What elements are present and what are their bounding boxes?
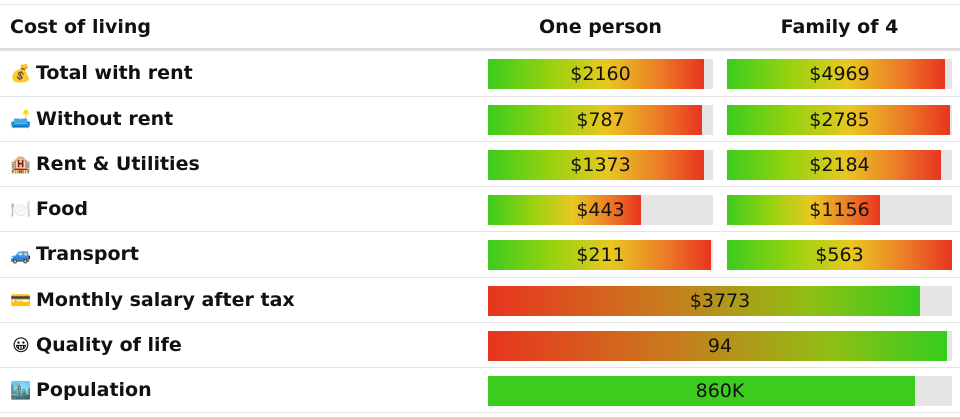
credit-card-icon: 💳 <box>10 291 32 311</box>
family-bar: $1156 <box>727 195 952 225</box>
bar-fill <box>488 331 948 361</box>
bar-value: $563 <box>815 244 864 266</box>
family-bar: $4969 <box>727 59 952 89</box>
one-person-bar: $787 <box>488 105 713 135</box>
bar-value: $2785 <box>809 109 870 131</box>
family-bar: $2785 <box>727 105 952 135</box>
table-row: 🏙️ Population 860K <box>0 367 960 412</box>
bar-fill <box>727 105 950 135</box>
bar-value: 94 <box>707 335 733 357</box>
row-label: 🏨 Rent & Utilities <box>10 142 200 187</box>
smile-icon: 😀 <box>12 336 30 356</box>
bar-fill <box>727 240 952 270</box>
car-icon: 🚙 <box>10 245 32 265</box>
table-row: 🏨 Rent & Utilities $1373 $2184 <box>0 141 960 186</box>
one-person-bar: $2160 <box>488 59 713 89</box>
one-person-bar: $211 <box>488 240 713 270</box>
header-title: Cost of living <box>10 16 151 38</box>
one-person-bar: $443 <box>488 195 713 225</box>
bar-value: $443 <box>576 199 625 221</box>
bar-fill <box>488 105 702 135</box>
table-row: 🚙 Transport $211 $563 <box>0 231 960 276</box>
row-label: 🛋️ Without rent <box>10 97 173 142</box>
one-person-bar: $1373 <box>488 150 713 180</box>
header-one-person: One person <box>539 16 662 38</box>
table-bottom-border <box>0 412 960 413</box>
table-row: 🍽️ Food $443 $1156 <box>0 186 960 231</box>
row-label-text: Total with rent <box>36 62 193 84</box>
bar-fill <box>488 59 704 89</box>
family-bar: $563 <box>727 240 952 270</box>
couch-icon: 🛋️ <box>10 110 32 130</box>
row-label-text: Monthly salary after tax <box>36 289 295 311</box>
bar-fill <box>488 376 915 406</box>
row-label-text: Rent & Utilities <box>36 153 200 175</box>
bar-fill <box>488 240 711 270</box>
bar-fill <box>488 150 704 180</box>
row-label-text: Population <box>36 379 152 401</box>
table-header: Cost of living One person Family of 4 <box>0 4 960 50</box>
bar-value: $1373 <box>570 154 631 176</box>
bar-fill <box>727 150 941 180</box>
bar-fill <box>488 195 641 225</box>
bar-value: $3773 <box>689 290 751 312</box>
bar-value: $787 <box>576 109 625 131</box>
bar-value: $2184 <box>809 154 870 176</box>
money-bag-icon: 💰 <box>10 64 32 84</box>
bar-fill <box>727 195 880 225</box>
table-row: 🛋️ Without rent $787 $2785 <box>0 96 960 141</box>
table-row: 💳 Monthly salary after tax $3773 <box>0 277 960 322</box>
bar-fill <box>727 59 946 89</box>
row-label: 🏙️ Population <box>10 368 152 413</box>
bar-value: $2160 <box>570 63 631 85</box>
row-label: 🚙 Transport <box>10 232 139 277</box>
table-row: 💰 Total with rent $2160 $4969 <box>0 50 960 95</box>
row-label: 😀 Quality of life <box>10 323 182 368</box>
hotel-icon: 🏨 <box>10 155 32 175</box>
bar-value: $1156 <box>809 199 870 221</box>
row-label: 💳 Monthly salary after tax <box>10 278 295 323</box>
header-family-of-4: Family of 4 <box>780 16 899 38</box>
row-label-text: Food <box>36 198 88 220</box>
table-row: 😀 Quality of life 94 <box>0 322 960 367</box>
row-label-text: Transport <box>36 243 140 265</box>
row-label-text: Without rent <box>36 108 174 130</box>
row-label: 💰 Total with rent <box>10 51 193 96</box>
row-label: 🍽️ Food <box>10 187 88 232</box>
wide-bar: 860K <box>488 376 952 406</box>
bar-value: $211 <box>576 244 625 266</box>
row-label-text: Quality of life <box>36 334 182 356</box>
bar-value: 860K <box>695 380 745 402</box>
family-bar: $2184 <box>727 150 952 180</box>
bar-value: $4969 <box>809 63 870 85</box>
bar-fill <box>488 286 920 316</box>
city-icon: 🏙️ <box>10 381 32 401</box>
wide-bar: 94 <box>488 331 952 361</box>
plate-icon: 🍽️ <box>10 200 32 220</box>
wide-bar: $3773 <box>488 286 952 316</box>
